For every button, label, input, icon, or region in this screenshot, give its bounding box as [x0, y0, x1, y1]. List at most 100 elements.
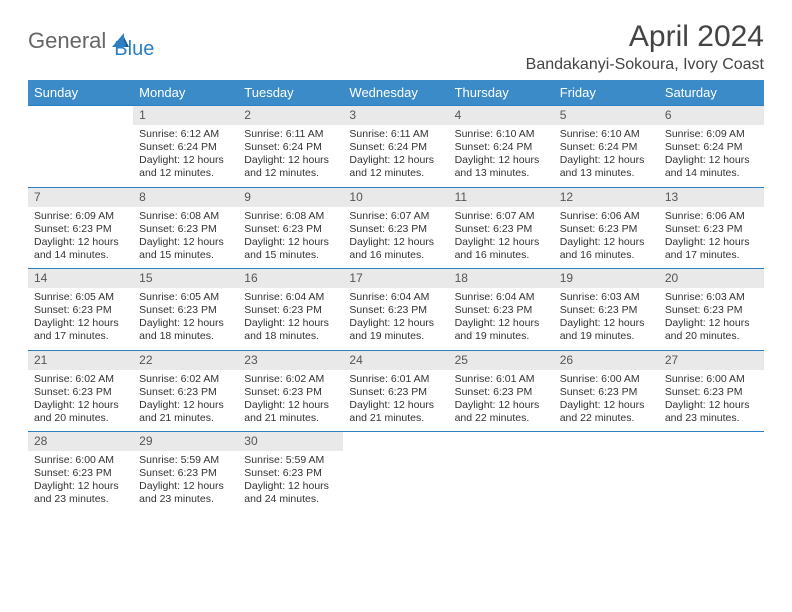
daylight-line: Daylight: 12 hours and 22 minutes. [560, 399, 653, 425]
sunrise-line: Sunrise: 6:08 AM [244, 210, 337, 223]
daylight-line: Daylight: 12 hours and 17 minutes. [665, 236, 758, 262]
daylight-line: Daylight: 12 hours and 12 minutes. [349, 154, 442, 180]
sunrise-line: Sunrise: 6:04 AM [349, 291, 442, 304]
sunset-line: Sunset: 6:23 PM [244, 467, 337, 480]
daylight-line: Daylight: 12 hours and 19 minutes. [455, 317, 548, 343]
day-number: 1 [133, 106, 238, 126]
day-number: 21 [28, 350, 133, 370]
content-row: Sunrise: 6:09 AMSunset: 6:23 PMDaylight:… [28, 207, 764, 269]
sunrise-line: Sunrise: 6:10 AM [560, 128, 653, 141]
content-row: Sunrise: 6:02 AMSunset: 6:23 PMDaylight:… [28, 370, 764, 432]
day-number-empty [343, 432, 448, 452]
sunrise-line: Sunrise: 6:03 AM [665, 291, 758, 304]
day-cell-empty [449, 451, 554, 513]
day-number: 20 [659, 269, 764, 289]
calendar-table: SundayMondayTuesdayWednesdayThursdayFrid… [28, 80, 764, 513]
sunrise-line: Sunrise: 6:02 AM [244, 373, 337, 386]
sunrise-line: Sunrise: 6:04 AM [244, 291, 337, 304]
sunset-line: Sunset: 6:23 PM [349, 386, 442, 399]
sunset-line: Sunset: 6:23 PM [560, 223, 653, 236]
daylight-line: Daylight: 12 hours and 23 minutes. [665, 399, 758, 425]
day-cell: Sunrise: 6:09 AMSunset: 6:23 PMDaylight:… [28, 207, 133, 269]
day-cell: Sunrise: 6:05 AMSunset: 6:23 PMDaylight:… [133, 288, 238, 350]
weekday-header: Tuesday [238, 80, 343, 106]
day-cell: Sunrise: 5:59 AMSunset: 6:23 PMDaylight:… [238, 451, 343, 513]
weekday-header: Sunday [28, 80, 133, 106]
sunrise-line: Sunrise: 5:59 AM [139, 454, 232, 467]
daylight-line: Daylight: 12 hours and 21 minutes. [349, 399, 442, 425]
sunset-line: Sunset: 6:23 PM [665, 386, 758, 399]
daylight-line: Daylight: 12 hours and 18 minutes. [139, 317, 232, 343]
daylight-line: Daylight: 12 hours and 24 minutes. [244, 480, 337, 506]
month-title: April 2024 [526, 20, 764, 54]
weekday-header-row: SundayMondayTuesdayWednesdayThursdayFrid… [28, 80, 764, 106]
daylight-line: Daylight: 12 hours and 12 minutes. [139, 154, 232, 180]
sunrise-line: Sunrise: 6:00 AM [560, 373, 653, 386]
day-number: 29 [133, 432, 238, 452]
daylight-line: Daylight: 12 hours and 19 minutes. [349, 317, 442, 343]
day-cell: Sunrise: 5:59 AMSunset: 6:23 PMDaylight:… [133, 451, 238, 513]
sunset-line: Sunset: 6:24 PM [244, 141, 337, 154]
day-number: 14 [28, 269, 133, 289]
daylight-line: Daylight: 12 hours and 21 minutes. [244, 399, 337, 425]
sunset-line: Sunset: 6:23 PM [139, 386, 232, 399]
sunset-line: Sunset: 6:23 PM [455, 223, 548, 236]
day-number-empty [659, 432, 764, 452]
sunrise-line: Sunrise: 6:09 AM [665, 128, 758, 141]
sunset-line: Sunset: 6:23 PM [665, 223, 758, 236]
daylight-line: Daylight: 12 hours and 18 minutes. [244, 317, 337, 343]
daylight-line: Daylight: 12 hours and 14 minutes. [34, 236, 127, 262]
sunset-line: Sunset: 6:24 PM [349, 141, 442, 154]
daylight-line: Daylight: 12 hours and 16 minutes. [349, 236, 442, 262]
sunrise-line: Sunrise: 6:10 AM [455, 128, 548, 141]
daylight-line: Daylight: 12 hours and 15 minutes. [244, 236, 337, 262]
daylight-line: Daylight: 12 hours and 15 minutes. [139, 236, 232, 262]
sunset-line: Sunset: 6:23 PM [139, 304, 232, 317]
day-number: 9 [238, 187, 343, 207]
day-number: 18 [449, 269, 554, 289]
day-cell: Sunrise: 6:10 AMSunset: 6:24 PMDaylight:… [449, 125, 554, 187]
day-number: 3 [343, 106, 448, 126]
day-cell: Sunrise: 6:03 AMSunset: 6:23 PMDaylight:… [659, 288, 764, 350]
sunset-line: Sunset: 6:23 PM [455, 304, 548, 317]
daylight-line: Daylight: 12 hours and 19 minutes. [560, 317, 653, 343]
sunrise-line: Sunrise: 6:06 AM [665, 210, 758, 223]
content-row: Sunrise: 6:05 AMSunset: 6:23 PMDaylight:… [28, 288, 764, 350]
day-cell: Sunrise: 6:00 AMSunset: 6:23 PMDaylight:… [554, 370, 659, 432]
sunset-line: Sunset: 6:24 PM [455, 141, 548, 154]
sunrise-line: Sunrise: 6:04 AM [455, 291, 548, 304]
sunset-line: Sunset: 6:23 PM [34, 467, 127, 480]
content-row: Sunrise: 6:12 AMSunset: 6:24 PMDaylight:… [28, 125, 764, 187]
day-number: 10 [343, 187, 448, 207]
day-cell: Sunrise: 6:04 AMSunset: 6:23 PMDaylight:… [238, 288, 343, 350]
sunrise-line: Sunrise: 6:11 AM [244, 128, 337, 141]
daylight-line: Daylight: 12 hours and 16 minutes. [455, 236, 548, 262]
sunrise-line: Sunrise: 6:00 AM [34, 454, 127, 467]
weekday-header: Wednesday [343, 80, 448, 106]
weekday-header: Thursday [449, 80, 554, 106]
weekday-header: Monday [133, 80, 238, 106]
day-cell: Sunrise: 6:12 AMSunset: 6:24 PMDaylight:… [133, 125, 238, 187]
day-number: 7 [28, 187, 133, 207]
day-cell: Sunrise: 6:09 AMSunset: 6:24 PMDaylight:… [659, 125, 764, 187]
day-cell: Sunrise: 6:07 AMSunset: 6:23 PMDaylight:… [343, 207, 448, 269]
day-number: 19 [554, 269, 659, 289]
sunset-line: Sunset: 6:23 PM [560, 386, 653, 399]
day-cell: Sunrise: 6:03 AMSunset: 6:23 PMDaylight:… [554, 288, 659, 350]
daylight-line: Daylight: 12 hours and 22 minutes. [455, 399, 548, 425]
sunrise-line: Sunrise: 6:07 AM [349, 210, 442, 223]
day-number: 13 [659, 187, 764, 207]
daynum-row: 78910111213 [28, 187, 764, 207]
day-cell-empty [554, 451, 659, 513]
day-cell: Sunrise: 6:02 AMSunset: 6:23 PMDaylight:… [238, 370, 343, 432]
day-number: 4 [449, 106, 554, 126]
day-number: 22 [133, 350, 238, 370]
sunrise-line: Sunrise: 6:12 AM [139, 128, 232, 141]
weekday-header: Friday [554, 80, 659, 106]
daylight-line: Daylight: 12 hours and 20 minutes. [665, 317, 758, 343]
daylight-line: Daylight: 12 hours and 13 minutes. [455, 154, 548, 180]
day-number: 6 [659, 106, 764, 126]
sunset-line: Sunset: 6:23 PM [349, 304, 442, 317]
sunrise-line: Sunrise: 6:08 AM [139, 210, 232, 223]
sunset-line: Sunset: 6:24 PM [665, 141, 758, 154]
